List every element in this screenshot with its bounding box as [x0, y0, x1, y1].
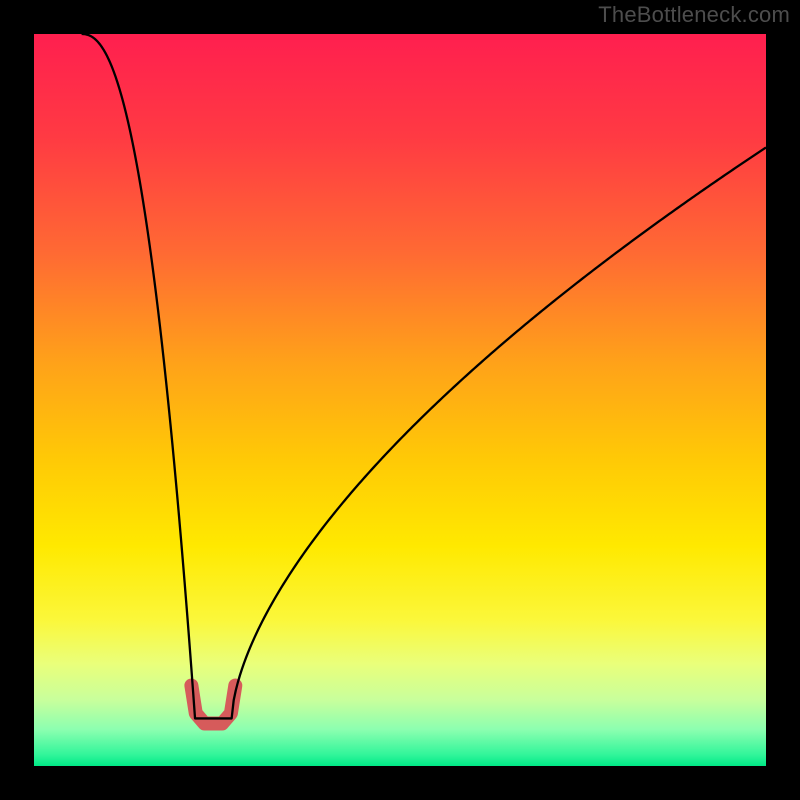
bottleneck-curve — [82, 34, 766, 718]
chart-frame — [0, 0, 800, 800]
watermark-text: TheBottleneck.com — [598, 2, 790, 28]
plot-area — [34, 34, 766, 766]
curve-layer — [34, 34, 766, 766]
